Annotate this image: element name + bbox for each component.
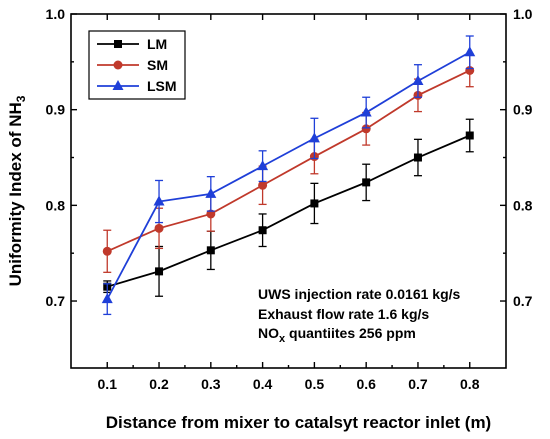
data-point-lsm [153,195,165,206]
data-point-lm [258,226,267,235]
series-line-lsm [106,51,471,300]
y-tick-label-right: 0.9 [513,102,533,118]
data-point-sm [258,180,268,190]
annotation-nox-main: NO [258,325,279,341]
x-axis-title: Distance from mixer to catalsyt reactor … [106,413,491,432]
x-tick-label: 0.1 [98,376,118,392]
data-point-lm [465,131,474,140]
y-tick-label-right: 0.8 [513,197,533,213]
series-line-lm [106,134,471,288]
x-tick-label: 0.5 [305,376,325,392]
x-tick-label: 0.7 [408,376,428,392]
x-tick-label: 0.6 [356,376,376,392]
y-tick-label: 0.9 [46,102,66,118]
data-point-lm [310,199,319,208]
annotation-nox-subscript: x [279,333,286,345]
y-tick-label: 0.7 [46,293,66,309]
data-point-lsm [257,160,269,171]
data-point-lm [206,246,215,255]
x-tick-label: 0.2 [149,376,169,392]
data-point-lm [155,267,164,276]
series-lm [103,118,474,297]
data-point-lm [362,178,371,187]
x-tick-label: 0.8 [460,376,480,392]
data-point-lm [413,153,422,162]
data-point-lsm [101,293,113,304]
x-tick-label: 0.3 [201,376,221,392]
annotation-injection-rate: UWS injection rate 0.0161 kg/s [258,286,461,302]
annotation-nox: NOx quantiites 256 ppm [258,325,416,345]
series-lsm [101,35,476,316]
y-axis-title-main: Uniformity Index of NH [6,102,25,286]
x-ticks: 0.1 0.2 0.3 0.4 0.5 0.6 0.7 0.8 [98,14,480,392]
y-tick-label-right: 1.0 [513,6,533,22]
data-point-lsm [360,106,372,117]
series-line-sm [106,69,471,253]
y-tick-label-right: 0.7 [513,293,533,309]
data-point-lsm [308,132,320,143]
data-point-sm [361,124,371,134]
data-point-lsm [412,74,424,85]
legend: LM SM LSM [88,30,186,100]
legend-label-sm: SM [147,57,168,73]
data-point-lsm [205,187,217,198]
legend-label-lm: LM [147,36,167,52]
legend-label-lsm: LSM [147,78,177,94]
y-ticks-left: 0.7 0.8 0.9 1.0 [46,6,77,309]
legend-marker-sm [113,60,123,70]
y-tick-label: 0.8 [46,197,66,213]
legend-marker-lm [114,40,122,48]
legend-marker-lsm [112,80,124,90]
annotation-nox-rest: quantiites 256 ppm [285,325,416,341]
y-ticks-right: 0.7 0.8 0.9 1.0 [500,6,533,309]
y-axis-title-subscript: 3 [14,95,28,102]
data-point-sm [154,223,164,233]
data-point-lsm [464,46,476,57]
annotation-exhaust-flow: Exhaust flow rate 1.6 kg/s [258,306,429,322]
series-layer [101,35,476,316]
x-tick-label: 0.4 [253,376,273,392]
data-point-sm [102,246,112,256]
y-tick-label: 1.0 [46,6,66,22]
y-axis-title: Uniformity Index of NH3 [6,95,28,286]
